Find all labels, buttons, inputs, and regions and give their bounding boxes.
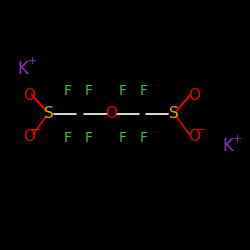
Text: F: F <box>64 84 72 98</box>
Text: O: O <box>23 129 35 144</box>
Text: K: K <box>17 60 28 78</box>
Text: +: + <box>27 56 37 66</box>
Text: O: O <box>188 129 200 144</box>
Text: F: F <box>85 130 93 144</box>
Text: +: + <box>232 134 242 144</box>
Text: F: F <box>140 130 148 144</box>
Text: O: O <box>188 88 200 102</box>
Text: F: F <box>140 84 148 98</box>
Text: S: S <box>44 106 54 121</box>
Text: −: − <box>30 124 41 136</box>
Text: F: F <box>118 84 126 98</box>
Text: −: − <box>196 124 206 136</box>
Text: S: S <box>169 106 178 121</box>
Text: O: O <box>105 106 117 121</box>
Text: O: O <box>23 88 35 102</box>
Text: F: F <box>64 130 72 144</box>
Text: F: F <box>118 130 126 144</box>
Text: F: F <box>85 84 93 98</box>
Text: K: K <box>222 137 233 155</box>
